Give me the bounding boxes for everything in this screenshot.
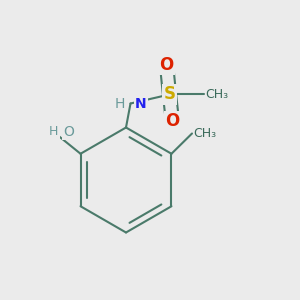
Text: N: N bbox=[135, 97, 147, 110]
Text: H: H bbox=[49, 125, 58, 139]
Text: O: O bbox=[159, 56, 174, 74]
Text: H: H bbox=[114, 97, 124, 110]
Text: S: S bbox=[164, 85, 175, 103]
Text: O: O bbox=[165, 112, 180, 130]
Text: CH₃: CH₃ bbox=[206, 88, 229, 101]
Text: O: O bbox=[63, 125, 74, 139]
Text: CH₃: CH₃ bbox=[194, 127, 217, 140]
